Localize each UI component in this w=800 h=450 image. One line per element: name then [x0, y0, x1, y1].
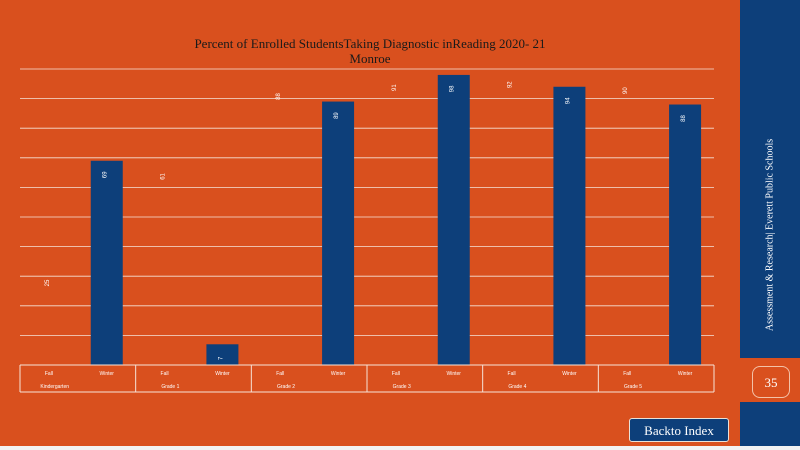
- x-group-label: Grade 4: [508, 384, 526, 390]
- x-tick-label: Winter: [562, 371, 577, 377]
- x-tick-label: Winter: [447, 371, 462, 377]
- data-label: 98: [450, 85, 456, 92]
- bar-grade-3-winter: [437, 74, 470, 366]
- page-number: 35: [752, 366, 790, 398]
- bars: [90, 74, 702, 366]
- x-group-label: Grade 3: [393, 384, 411, 390]
- x-tick-label: Winter: [100, 371, 115, 377]
- data-label: 92: [508, 81, 514, 88]
- x-axis: Fall Winter Kindergarten Fall Winter Grade 1 F…: [19, 364, 715, 393]
- x-group-label: Grade 1: [161, 384, 179, 390]
- data-label: 89: [334, 112, 340, 119]
- x-tick-label: Winter: [331, 371, 346, 377]
- sidebar-lower-panel: [740, 402, 800, 450]
- data-label: 61: [161, 172, 167, 179]
- bar-grade-4-winter: [553, 86, 586, 365]
- data-label: 25: [45, 279, 51, 286]
- data-label: 69: [103, 171, 109, 178]
- x-tick-label: Fall: [623, 371, 631, 377]
- bar-grade-5-winter: [669, 104, 702, 366]
- bottom-strip: [0, 446, 800, 450]
- x-tick-label: Fall: [276, 371, 284, 377]
- chart-title-block: Percent of Enrolled StudentsTaking Diagn…: [150, 36, 590, 66]
- chart-subtitle: Monroe: [349, 51, 391, 66]
- x-tick-label: Fall: [392, 371, 400, 377]
- x-group-label: Kindergarten: [40, 384, 69, 390]
- data-label: 7: [218, 356, 224, 360]
- data-label: 88: [276, 93, 282, 100]
- data-labels: 25 69 61 7 88 89 91 98 92 94 90 88: [45, 81, 687, 360]
- sidebar-label: Assessment & Research| Everett Public Sc…: [764, 138, 776, 332]
- sidebar-panel: [740, 0, 800, 358]
- x-tick-label: Fall: [508, 371, 516, 377]
- x-group-label: Grade 2: [277, 384, 295, 390]
- data-label: 91: [392, 84, 398, 91]
- data-label: 94: [565, 97, 571, 104]
- grid: [20, 68, 714, 336]
- back-to-index-button[interactable]: Backto Index: [629, 418, 729, 442]
- data-label: 88: [681, 115, 687, 122]
- data-label: 90: [623, 87, 629, 94]
- x-tick-label: Fall: [45, 371, 53, 377]
- bar-kindergarten-winter: [90, 160, 123, 365]
- x-tick-label: Winter: [678, 371, 693, 377]
- bar-grade-1-winter: [206, 344, 239, 365]
- chart-title: Percent of Enrolled StudentsTaking Diagn…: [194, 36, 546, 51]
- x-tick-label: Winter: [215, 371, 230, 377]
- bar-grade-2-winter: [322, 101, 355, 365]
- x-group-label: Grade 5: [624, 384, 642, 390]
- x-tick-label: Fall: [161, 371, 169, 377]
